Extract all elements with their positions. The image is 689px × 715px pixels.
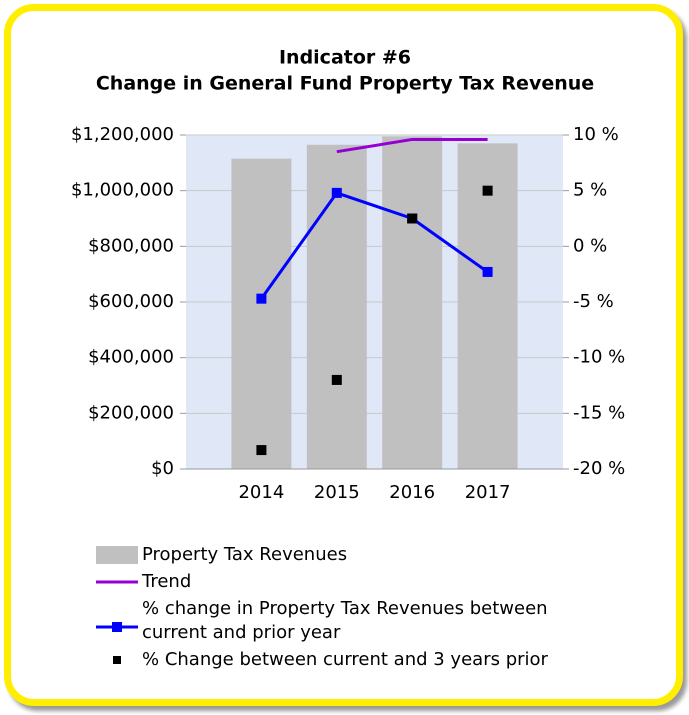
marker xyxy=(482,266,493,277)
chart-title: Indicator #6 xyxy=(279,47,411,69)
marker xyxy=(256,293,267,304)
swatch xyxy=(96,546,138,564)
legend-swatch xyxy=(96,580,138,584)
y2-tick-label: -20 % xyxy=(573,458,625,479)
legend: Property Tax Revenues Trend % change in Pr… xyxy=(90,543,610,675)
legend-label: % change in Property Tax Revenues betwee… xyxy=(142,598,548,643)
y2-tick-label: -15 % xyxy=(573,402,625,423)
x-tick-label: 2015 xyxy=(314,482,360,503)
y2-tick-label: -10 % xyxy=(573,347,625,368)
point xyxy=(256,445,267,456)
chart-subtitle: Change in General Fund Property Tax Reve… xyxy=(96,73,594,95)
legend-item: Trend xyxy=(90,570,610,594)
point xyxy=(331,374,342,385)
legend-swatch xyxy=(113,656,121,664)
y2-tick-label: 5 % xyxy=(573,180,607,201)
x-tick-label: 2017 xyxy=(465,482,511,503)
line xyxy=(336,137,488,154)
legend-swatch xyxy=(96,622,138,632)
y-tick-label: $400,000 xyxy=(88,347,174,368)
legend-item: Property Tax Revenues xyxy=(90,543,610,567)
x-tick-label: 2014 xyxy=(238,482,284,503)
legend-label: % Change between current and 3 years pri… xyxy=(142,649,548,670)
marker xyxy=(331,187,342,198)
y-tick-label: $0 xyxy=(151,458,174,479)
y-tick-label: $1,200,000 xyxy=(71,124,174,145)
y2-tick-label: 10 % xyxy=(573,124,619,145)
legend-label: Trend xyxy=(142,571,192,592)
bar xyxy=(382,136,443,469)
point xyxy=(482,185,493,196)
legend-item: % Change between current and 3 years pri… xyxy=(90,648,610,672)
y2-tick-label: 0 % xyxy=(573,235,607,256)
legend-swatch xyxy=(96,546,138,564)
y-tick-label: $800,000 xyxy=(88,235,174,256)
bar xyxy=(231,158,292,470)
y-tick-label: $1,000,000 xyxy=(71,180,174,201)
y-tick-label: $200,000 xyxy=(88,402,174,423)
point xyxy=(407,213,418,224)
y-tick-label: $600,000 xyxy=(88,291,174,312)
swatch-marker xyxy=(112,622,122,632)
x-tick-label: 2016 xyxy=(389,482,435,503)
swatch xyxy=(113,656,121,664)
line xyxy=(260,191,489,300)
y2-tick-label: -5 % xyxy=(573,291,614,312)
legend-label: Property Tax Revenues xyxy=(142,544,348,565)
legend-item: % change in Property Tax Revenues betwee… xyxy=(90,597,610,645)
bar xyxy=(457,143,518,469)
